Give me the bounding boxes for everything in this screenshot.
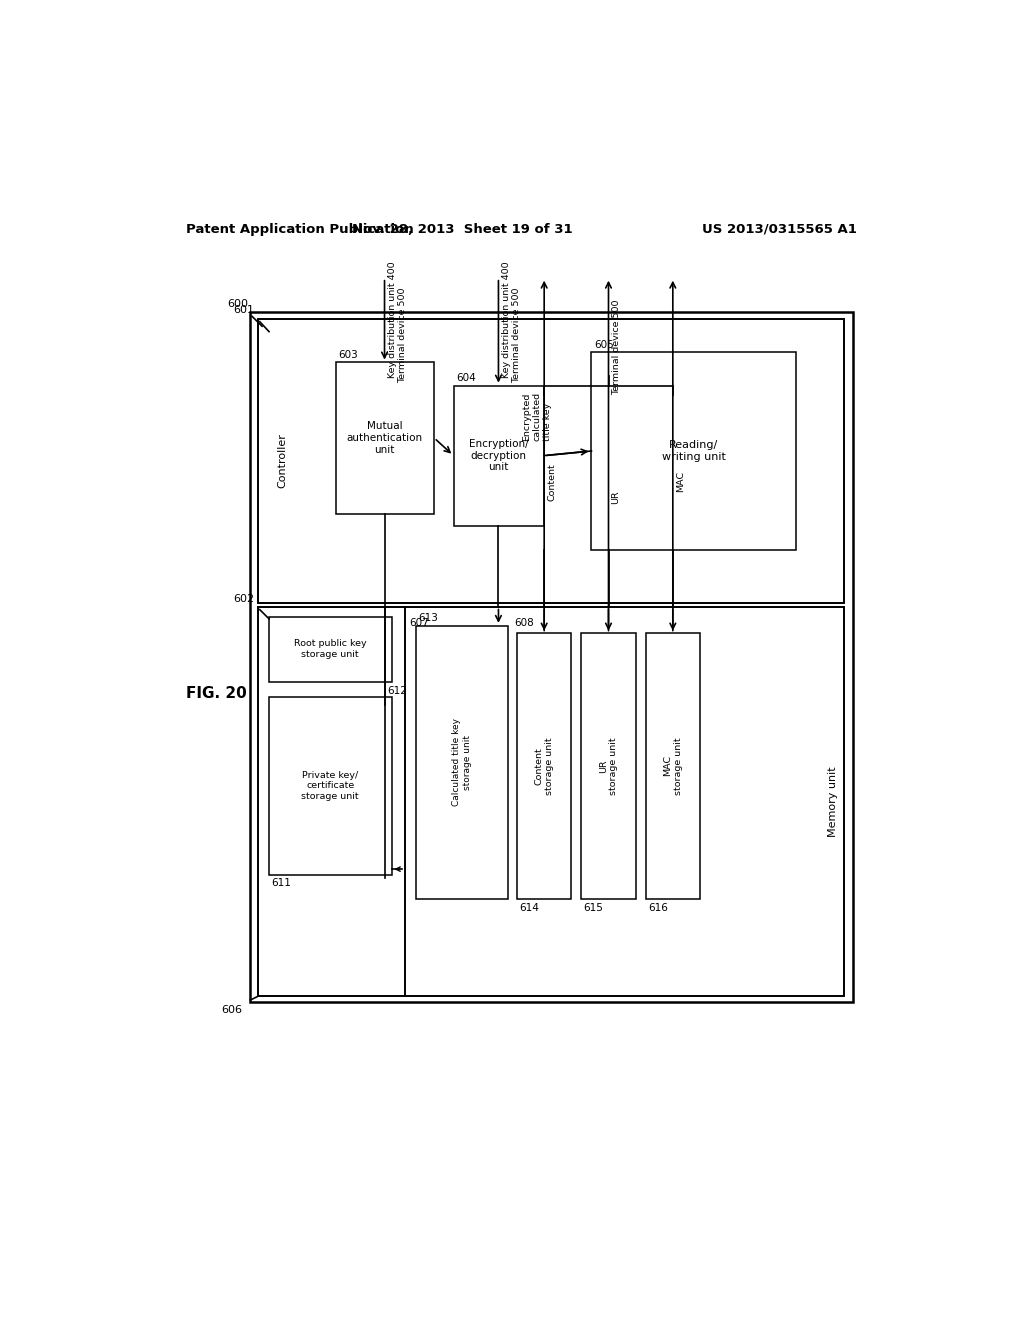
- Text: Nov. 28, 2013  Sheet 19 of 31: Nov. 28, 2013 Sheet 19 of 31: [352, 223, 573, 236]
- Text: 614: 614: [519, 903, 540, 913]
- Text: FIG. 20: FIG. 20: [186, 686, 247, 701]
- Text: 612: 612: [388, 686, 408, 696]
- Text: UR
storage unit: UR storage unit: [599, 737, 618, 795]
- Text: 606: 606: [222, 1006, 243, 1015]
- Text: 615: 615: [584, 903, 603, 913]
- Text: MAC
storage unit: MAC storage unit: [664, 737, 683, 795]
- Text: Key distribution unit 400: Key distribution unit 400: [502, 261, 511, 379]
- Text: Memory unit: Memory unit: [827, 766, 838, 837]
- Text: 616: 616: [648, 903, 668, 913]
- Bar: [258, 607, 844, 997]
- Text: 601: 601: [233, 305, 254, 315]
- Text: MAC: MAC: [676, 471, 685, 492]
- Text: Encryption/
decryption
unit: Encryption/ decryption unit: [469, 440, 528, 473]
- Bar: [582, 634, 636, 899]
- Text: 607: 607: [410, 618, 429, 628]
- Text: 603: 603: [338, 350, 357, 360]
- Bar: [336, 363, 434, 515]
- Text: Patent Application Publication: Patent Application Publication: [186, 223, 414, 236]
- Text: Content
storage unit: Content storage unit: [535, 737, 554, 795]
- Text: UR: UR: [611, 491, 621, 504]
- Bar: [269, 697, 391, 875]
- Bar: [517, 634, 571, 899]
- Text: Controller: Controller: [278, 433, 288, 487]
- Text: 613: 613: [419, 614, 438, 623]
- Text: 608: 608: [514, 618, 534, 628]
- Text: Terminal device 500: Terminal device 500: [397, 288, 407, 383]
- Bar: [454, 385, 544, 527]
- Text: US 2013/0315565 A1: US 2013/0315565 A1: [701, 223, 856, 236]
- Text: Private key/
certificate
storage unit: Private key/ certificate storage unit: [301, 771, 359, 801]
- Text: Mutual
authentication
unit: Mutual authentication unit: [346, 421, 423, 454]
- Text: Encrypted
calculated
title key: Encrypted calculated title key: [521, 392, 552, 441]
- Text: 604: 604: [456, 374, 475, 383]
- Bar: [251, 313, 853, 1002]
- Text: 605: 605: [594, 341, 613, 350]
- Bar: [646, 634, 700, 899]
- Text: 600: 600: [227, 298, 248, 309]
- Text: Root public key
storage unit: Root public key storage unit: [294, 639, 367, 659]
- Text: Calculated title key
storage unit: Calculated title key storage unit: [453, 718, 472, 807]
- Text: Terminal device 500: Terminal device 500: [611, 300, 621, 395]
- Text: Key distribution unit 400: Key distribution unit 400: [388, 261, 396, 379]
- Text: 611: 611: [271, 878, 291, 888]
- Text: 602: 602: [233, 594, 254, 605]
- Bar: [592, 352, 796, 549]
- Bar: [417, 626, 508, 899]
- Text: Reading/
writing unit: Reading/ writing unit: [662, 440, 726, 462]
- Text: Content: Content: [547, 463, 556, 500]
- Bar: [269, 616, 391, 682]
- Bar: [258, 318, 844, 603]
- Text: Terminal device 500: Terminal device 500: [512, 288, 520, 383]
